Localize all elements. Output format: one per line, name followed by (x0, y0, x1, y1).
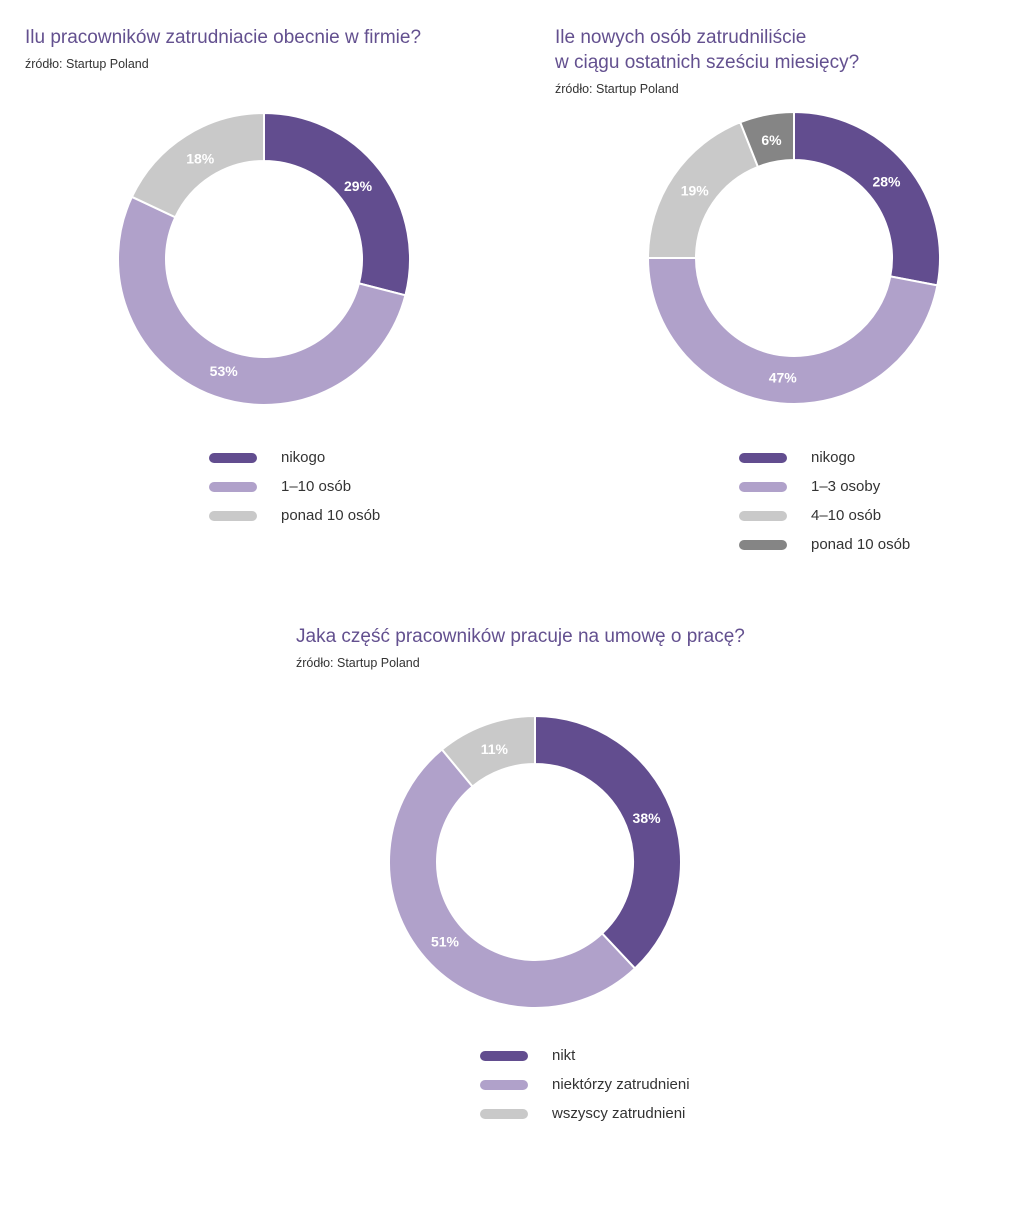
legend-label: nikogo (811, 449, 856, 466)
chart-1-legend-item-1: nikogo (209, 443, 380, 472)
legend-swatch (480, 1108, 528, 1119)
chart-2-header: Ile nowych osób zatrudniliście w ciągu o… (555, 25, 1005, 97)
legend-swatch (739, 452, 787, 463)
chart-3-slice-1 (534, 714, 682, 970)
legend-swatch (480, 1050, 528, 1061)
chart-3-slice-label-2: 51% (431, 933, 460, 949)
chart-1-slice-3 (130, 111, 265, 219)
legend-label: nikogo (281, 449, 326, 466)
chart-1-legend-item-3: ponad 10 osób (209, 501, 380, 530)
chart-2-slice-label-1: 28% (872, 174, 901, 190)
chart-2-legend-item-4: ponad 10 osób (739, 530, 910, 559)
legend-swatch (209, 452, 257, 463)
chart-3-header: Jaka część pracowników pracuje na umowę … (296, 624, 796, 671)
chart-2-slice-1 (793, 110, 941, 287)
chart-3-slice-3 (440, 714, 536, 788)
chart-3-legend-item-2: niektórzy zatrudnieni (480, 1070, 690, 1099)
legend-label: 1–10 osób (281, 478, 352, 495)
legend-swatch (739, 510, 787, 521)
chart-1-slice-1 (263, 111, 411, 297)
chart-2-source: źródło: Startup Poland (555, 82, 679, 96)
chart-2-slice-label-3: 19% (681, 183, 710, 199)
chart-2-legend-item-3: 4–10 osób (739, 501, 910, 530)
legend-label: wszyscy zatrudnieni (552, 1105, 686, 1122)
chart-3-legend-item-1: nikt (480, 1041, 690, 1070)
chart-1-header: Ilu pracowników zatrudniacie obecnie w f… (25, 25, 495, 72)
chart-2-slice-2 (646, 257, 939, 405)
chart-1-slice-label-2: 53% (210, 363, 239, 379)
chart-2-legend-item-2: 1–3 osoby (739, 472, 910, 501)
legend-swatch (209, 510, 257, 521)
chart-1-legend-item-2: 1–10 osób (209, 472, 380, 501)
legend-label: nikt (552, 1047, 576, 1064)
chart-2-slice-4 (738, 110, 795, 169)
legend-swatch (739, 539, 787, 550)
chart-3-slice-label-3: 11% (481, 741, 509, 757)
chart-3-legend-item-3: wszyscy zatrudnieni (480, 1099, 690, 1128)
legend-swatch (739, 481, 787, 492)
legend-label: ponad 10 osób (281, 507, 381, 524)
chart-2-slice-label-4: 6% (761, 132, 782, 148)
chart-3-slice-label-1: 38% (633, 810, 662, 826)
chart-1-slice-label-1: 29% (344, 178, 373, 194)
legend-label: 4–10 osób (811, 507, 882, 524)
legend-swatch (209, 481, 257, 492)
chart-3-title: Jaka część pracowników pracuje na umowę … (296, 626, 745, 647)
legend-swatch (480, 1079, 528, 1090)
chart-1-legend: nikogo 1–10 osób ponad 10 osób (209, 443, 380, 530)
chart-1-source: źródło: Startup Poland (25, 57, 149, 71)
chart-1-title: Ilu pracowników zatrudniacie obecnie w f… (25, 27, 422, 48)
chart-2-slice-label-2: 47% (769, 369, 798, 385)
chart-3-legend: nikt niektórzy zatrudnieni wszyscy zatrudn… (480, 1041, 690, 1128)
legend-label: niektórzy zatrudnieni (552, 1076, 690, 1093)
chart-3-slice-2 (388, 748, 637, 1009)
chart-2-title: Ile nowych osób zatrudniliście w ciągu o… (555, 27, 860, 73)
chart-2-legend: nikogo 1–3 osoby 4–10 osób ponad 10 osób (739, 443, 910, 559)
legend-label: ponad 10 osób (811, 536, 911, 553)
chart-2-legend-item-1: nikogo (739, 443, 910, 472)
legend-label: 1–3 osoby (811, 478, 881, 495)
chart-1-slice-2 (117, 195, 407, 406)
chart-3-source: źródło: Startup Poland (296, 656, 420, 670)
chart-1-slice-label-3: 18% (186, 151, 215, 167)
